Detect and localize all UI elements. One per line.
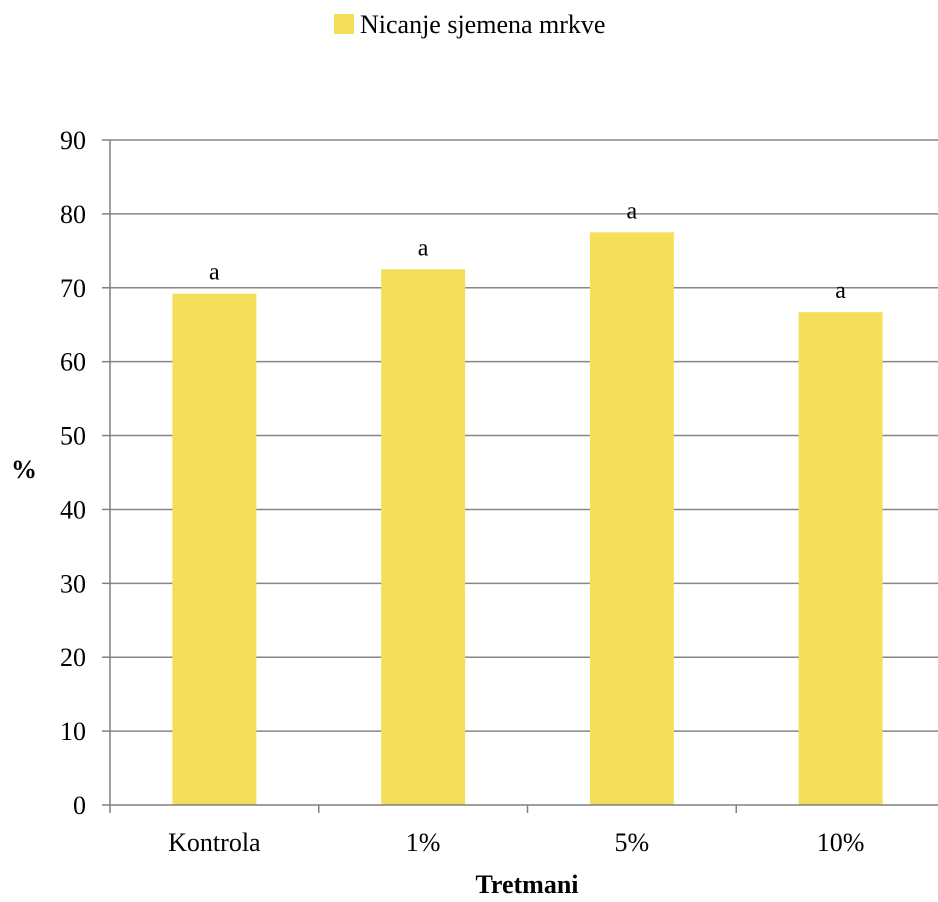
y-tick-label: 20 bbox=[60, 643, 86, 672]
x-axis-title: Tretmani bbox=[475, 870, 578, 899]
y-tick-label: 80 bbox=[60, 200, 86, 229]
bar-data-labels: a a a a bbox=[209, 198, 846, 304]
y-tick-label: 30 bbox=[60, 569, 86, 598]
legend-swatch bbox=[334, 14, 354, 34]
bar-1% bbox=[381, 269, 466, 805]
bar-10% bbox=[798, 312, 883, 805]
y-tick-label: 60 bbox=[60, 348, 86, 377]
legend-label: Nicanje sjemena mrkve bbox=[360, 10, 605, 39]
bar-data-label: a bbox=[418, 235, 429, 261]
bar-data-label: a bbox=[209, 260, 220, 286]
x-tick-label: Kontrola bbox=[168, 828, 261, 857]
y-tick-labels: 0 10 20 30 40 50 60 70 80 90 bbox=[60, 126, 86, 820]
y-tick-label: 70 bbox=[60, 274, 86, 303]
y-tick-label: 50 bbox=[60, 422, 86, 451]
x-tick-label: 10% bbox=[817, 828, 865, 857]
y-tick-label: 90 bbox=[60, 126, 86, 155]
axes bbox=[109, 140, 938, 813]
x-tick-label: 5% bbox=[615, 828, 650, 857]
y-tick-label: 10 bbox=[60, 717, 86, 746]
y-tick-label: 0 bbox=[73, 791, 86, 820]
bar-data-label: a bbox=[627, 198, 638, 224]
y-tick-label: 40 bbox=[60, 495, 86, 524]
bar-data-label: a bbox=[835, 278, 846, 304]
bar-5% bbox=[589, 232, 674, 806]
bars bbox=[172, 232, 883, 806]
bar-Kontrola bbox=[172, 293, 257, 805]
legend: Nicanje sjemena mrkve bbox=[334, 10, 605, 39]
x-tick-label: 1% bbox=[406, 828, 441, 857]
y-axis-title: % bbox=[11, 455, 37, 484]
x-tick-labels: Kontrola 1% 5% 10% bbox=[168, 828, 864, 857]
